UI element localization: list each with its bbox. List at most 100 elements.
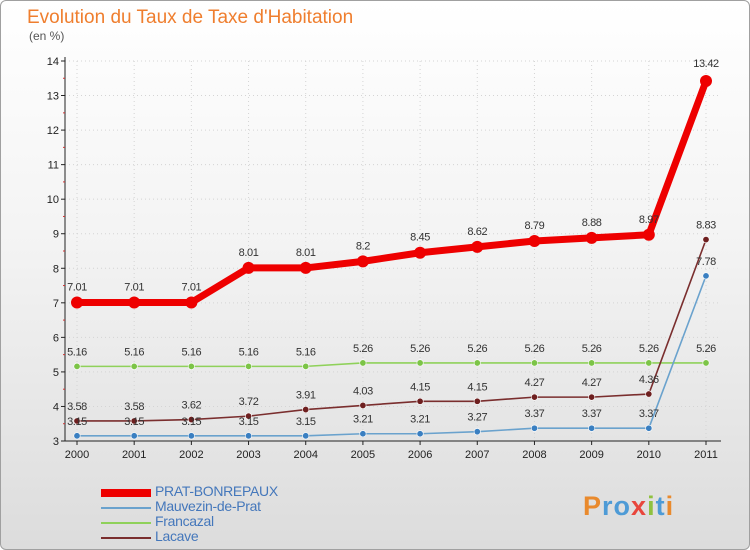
data-label: 4.15: [410, 381, 430, 393]
data-point: [130, 432, 138, 440]
x-tick-label: 2007: [465, 449, 489, 461]
data-label: 8.01: [296, 247, 316, 259]
legend-item: Francazal: [101, 513, 351, 530]
y-tick-label: 14: [47, 56, 59, 68]
data-point: [187, 362, 195, 370]
data-point: [416, 430, 424, 438]
brand-logo-letter: t: [655, 491, 666, 521]
legend: PRAT-BONREPAUX Mauvezin-de-Prat Francazal L…: [101, 483, 351, 545]
legend-item: PRAT-BONREPAUX: [101, 483, 351, 500]
data-point: [73, 362, 81, 370]
y-tick-label: 3: [53, 436, 59, 448]
data-point: [185, 296, 198, 309]
data-point: [702, 359, 710, 367]
data-point: [702, 272, 710, 280]
chart-title: Evolution du Taux de Taxe d'Habitation: [27, 7, 354, 28]
data-label: 3.91: [296, 390, 316, 402]
y-tick-label: 6: [53, 332, 59, 344]
data-label: 3.58: [67, 401, 87, 413]
data-point: [245, 362, 253, 370]
data-point: [645, 390, 653, 398]
data-label: 3.15: [181, 416, 201, 428]
x-tick-label: 2005: [351, 449, 375, 461]
data-point: [588, 359, 596, 367]
data-point: [588, 424, 596, 432]
data-label: 5.26: [410, 343, 430, 355]
y-tick-label: 9: [53, 229, 59, 241]
series-line: [77, 275, 707, 437]
data-label: 3.15: [67, 416, 87, 428]
brand-logo-letter: P: [583, 491, 603, 521]
data-label: 5.26: [525, 343, 545, 355]
data-label: 3.15: [239, 416, 259, 428]
data-label: 8.83: [696, 220, 716, 232]
legend-item: Mauvezin-de-Prat: [101, 498, 351, 515]
data-label: 8.97: [639, 214, 659, 226]
series-line: [77, 362, 706, 368]
data-label: 7.01: [124, 281, 144, 293]
brand-logo-letter: i: [647, 491, 656, 521]
data-label: 13.42: [693, 58, 719, 70]
data-point: [128, 296, 141, 309]
x-tick-label: 2000: [65, 449, 89, 461]
data-point: [73, 432, 81, 440]
x-tick-label: 2010: [637, 449, 661, 461]
series-mauvezin-de-prat: [73, 272, 710, 440]
data-point: [700, 75, 712, 88]
data-point: [302, 406, 310, 414]
y-tick-label: 13: [47, 91, 59, 103]
legend-swatch: [101, 521, 151, 524]
data-label: 8.62: [467, 226, 487, 238]
data-label: 5.16: [124, 346, 144, 358]
data-label: 5.16: [67, 346, 87, 358]
data-label: 3.58: [124, 401, 144, 413]
data-label: 3.21: [410, 414, 430, 426]
y-tick-label: 8: [53, 263, 59, 275]
data-point: [645, 424, 653, 432]
data-point: [642, 228, 655, 241]
data-point: [73, 417, 81, 425]
x-tick-label: 2002: [179, 449, 203, 461]
data-label: 4.27: [525, 377, 545, 389]
legend-item: Lacave: [101, 528, 351, 545]
data-point: [299, 261, 312, 274]
data-point: [530, 424, 538, 432]
data-point: [588, 393, 596, 401]
legend-swatch: [101, 536, 151, 539]
data-point: [245, 432, 253, 440]
data-point: [302, 362, 310, 370]
data-label: 8.79: [525, 220, 545, 232]
data-point: [530, 393, 538, 401]
data-point: [71, 296, 83, 309]
data-label: 3.62: [181, 400, 201, 412]
data-point: [245, 412, 253, 420]
data-point: [416, 397, 424, 405]
data-label: 5.16: [296, 346, 316, 358]
x-tick-label: 2001: [122, 449, 146, 461]
data-label: 3.21: [353, 414, 373, 426]
series-line: [77, 79, 710, 306]
data-label: 8.45: [410, 232, 430, 244]
data-point: [414, 246, 427, 259]
y-tick-label: 12: [47, 125, 59, 137]
series-line: [77, 239, 707, 422]
data-label: 8.88: [582, 217, 602, 229]
data-point: [645, 359, 653, 367]
legend-swatch: [101, 488, 151, 497]
legend-label: Francazal: [155, 513, 214, 529]
data-label: 3.72: [239, 396, 259, 408]
data-point: [416, 359, 424, 367]
data-point: [359, 359, 367, 367]
brand-logo-letter: x: [631, 491, 648, 521]
data-point: [528, 234, 541, 247]
data-point: [473, 397, 481, 405]
data-label: 4.03: [353, 385, 373, 397]
data-label: 3.37: [525, 408, 545, 420]
data-label: 5.16: [181, 346, 201, 358]
data-label: 8.2: [356, 240, 370, 252]
data-point: [702, 236, 710, 244]
data-point: [530, 359, 538, 367]
data-label: 3.27: [467, 412, 487, 424]
